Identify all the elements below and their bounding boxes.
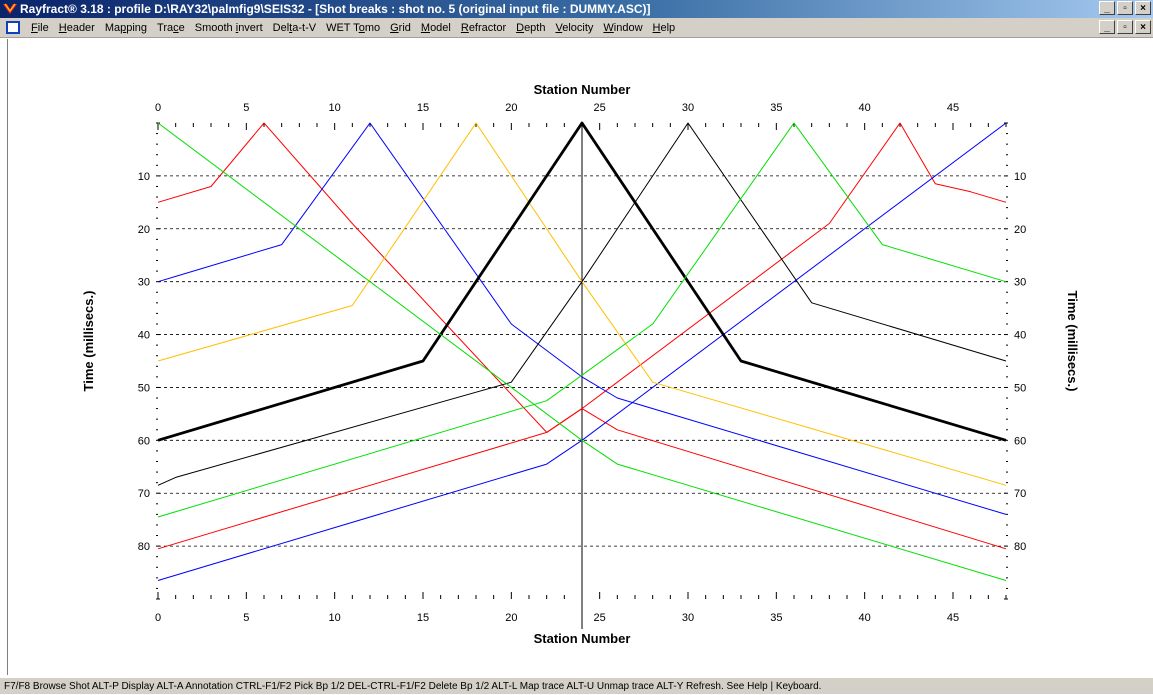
x-tick-label-bottom: 35 <box>770 612 782 624</box>
menu-help[interactable]: Help <box>652 21 676 34</box>
y-axis-title-left: Time (millisecs.) <box>81 291 96 392</box>
menu-wet-tomo[interactable]: WET Tomo <box>326 21 381 34</box>
menu-bar: File Header Mapping Trace Smooth invert Delta… <box>0 18 1153 38</box>
traveltime-curve-blue-2 <box>157 122 1007 515</box>
y-tick-label-right: 60 <box>1014 435 1026 447</box>
menu-file[interactable]: File <box>31 21 49 34</box>
x-tick-label-top: 25 <box>594 102 606 114</box>
x-tick-label-top: 20 <box>505 102 517 114</box>
window-title: Rayfract® 3.18 : profile D:\RAY32\palmfi… <box>20 2 651 16</box>
traveltime-curve-red-1 <box>157 122 1007 550</box>
traveltime-curve-blue-3 <box>157 122 1007 581</box>
y-tick-label-right: 20 <box>1014 224 1026 236</box>
y-tick-label-left: 10 <box>138 171 150 183</box>
x-tick-label-bottom: 5 <box>243 612 249 624</box>
x-axis-title-bottom: Station Number <box>534 631 631 646</box>
menu-refractor[interactable]: Refractor <box>460 21 507 34</box>
y-tick-label-right: 50 <box>1014 382 1026 394</box>
y-tick-label-left: 60 <box>138 435 150 447</box>
y-tick-label-left: 20 <box>138 224 150 236</box>
mdi-window-controls: _ ▫ × <box>1099 20 1151 34</box>
x-tick-label-top: 5 <box>243 102 249 114</box>
y-tick-label-right: 40 <box>1014 330 1026 342</box>
rayfract-logo-icon <box>3 3 17 14</box>
menu-delta-t-v[interactable]: Delta-t-V <box>272 21 317 34</box>
traveltime-curve-black-6 <box>157 121 1007 442</box>
y-axis-title-right: Time (millisecs.) <box>1065 291 1080 392</box>
x-tick-label-bottom: 20 <box>505 612 517 624</box>
menu-depth[interactable]: Depth <box>516 21 546 34</box>
menu-smooth-invert[interactable]: Smooth invert <box>194 21 263 34</box>
document-icon[interactable] <box>6 21 20 34</box>
x-tick-label-bottom: 15 <box>417 612 429 624</box>
traveltime-curve-green-7 <box>157 122 1007 581</box>
x-tick-label-top: 10 <box>329 102 341 114</box>
x-tick-label-top: 45 <box>947 102 959 114</box>
menu-items: File Header Mapping Trace Smooth invert Delta… <box>26 22 680 34</box>
menu-header[interactable]: Header <box>58 21 95 34</box>
menu-velocity[interactable]: Velocity <box>555 21 594 34</box>
y-tick-label-left: 80 <box>138 541 150 553</box>
y-tick-label-right: 30 <box>1014 277 1026 289</box>
traveltime-curve-green-8 <box>157 122 1007 518</box>
x-tick-label-bottom: 40 <box>859 612 871 624</box>
mdi-restore-button[interactable]: ▫ <box>1117 20 1133 34</box>
y-tick-label-left: 50 <box>138 382 150 394</box>
x-tick-label-top: 40 <box>859 102 871 114</box>
y-tick-label-right: 10 <box>1014 171 1026 183</box>
menu-mapping[interactable]: Mapping <box>104 21 148 34</box>
x-tick-label-bottom: 25 <box>594 612 606 624</box>
x-tick-label-bottom: 0 <box>155 612 161 624</box>
status-bar: F7/F8 Browse Shot ALT-P Display ALT-A An… <box>0 677 1153 694</box>
minimize-button[interactable]: _ <box>1099 1 1115 15</box>
title-bar: Rayfract® 3.18 : profile D:\RAY32\palmfi… <box>0 0 1153 18</box>
title-window-controls: _ ▫ × <box>1099 1 1151 15</box>
x-axis-title-top: Station Number <box>534 82 631 97</box>
menu-trace[interactable]: Trace <box>157 21 185 34</box>
shot-breaks-chart[interactable]: 10 10 20 20 30 30 40 40 50 50 60 60 70 70 80 80 0 0 5 5 10 10… <box>7 39 1153 675</box>
status-text: F7/F8 Browse Shot ALT-P Display ALT-A An… <box>4 681 822 692</box>
menu-model[interactable]: Model <box>420 21 451 34</box>
x-tick-label-bottom: 10 <box>329 612 341 624</box>
menu-grid[interactable]: Grid <box>390 21 411 34</box>
x-tick-label-bottom: 30 <box>682 612 694 624</box>
menu-window[interactable]: Window <box>603 21 643 34</box>
restore-button[interactable]: ▫ <box>1117 1 1133 15</box>
x-tick-label-top: 15 <box>417 102 429 114</box>
x-tick-label-top: 30 <box>682 102 694 114</box>
y-tick-label-right: 70 <box>1014 488 1026 500</box>
y-tick-label-left: 70 <box>138 488 150 500</box>
mdi-close-button[interactable]: × <box>1135 20 1151 34</box>
y-tick-label-left: 30 <box>138 277 150 289</box>
chart-svg[interactable]: 10 10 20 20 30 30 40 40 50 50 60 60 70 70 80 80 0 0 5 5 10 10… <box>8 39 1153 675</box>
x-tick-label-top: 35 <box>770 102 782 114</box>
x-tick-label-top: 0 <box>155 102 161 114</box>
y-tick-label-left: 40 <box>138 330 150 342</box>
close-button[interactable]: × <box>1135 1 1151 15</box>
y-tick-label-right: 80 <box>1014 541 1026 553</box>
traveltime-curve-red-0 <box>157 122 1007 550</box>
traveltime-curve-black-5 <box>157 122 1007 486</box>
mdi-minimize-button[interactable]: _ <box>1099 20 1115 34</box>
x-tick-label-bottom: 45 <box>947 612 959 624</box>
